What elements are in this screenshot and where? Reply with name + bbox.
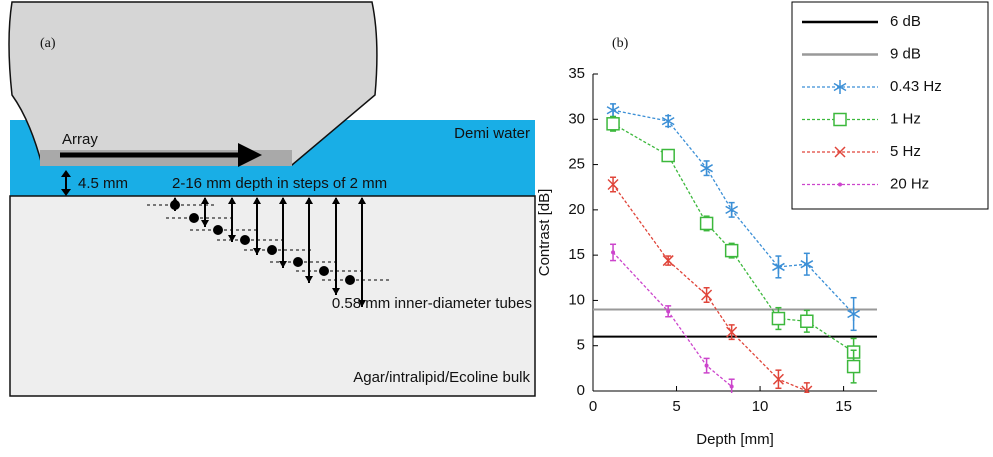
- tube: [346, 276, 355, 285]
- marker-square: [834, 114, 846, 126]
- marker: [701, 217, 713, 229]
- marker: [772, 313, 784, 325]
- tube: [320, 267, 329, 276]
- legend-label: 6 dB: [890, 13, 921, 30]
- x-tick-label: 15: [835, 398, 852, 415]
- marker-dot: [730, 384, 734, 388]
- marker: [607, 118, 619, 130]
- marker: [848, 361, 860, 373]
- y-tick-label: 25: [568, 156, 585, 173]
- marker: [838, 183, 842, 187]
- y-tick-label: 5: [577, 337, 585, 354]
- series-line: [613, 252, 732, 386]
- diagram: (a) Array Demi water 4.5 mm 2-16 mm dept…: [9, 2, 535, 396]
- panel-label: (a): [40, 36, 56, 51]
- marker-dot: [705, 364, 709, 368]
- marker-dot: [666, 309, 670, 313]
- legend-label: 5 Hz: [890, 143, 921, 160]
- tube: [294, 258, 303, 267]
- marker-square: [801, 315, 813, 327]
- marker-square: [772, 313, 784, 325]
- marker: [666, 309, 670, 313]
- marker: [705, 364, 709, 368]
- legend-label: 0.43 Hz: [890, 78, 942, 95]
- marker: [801, 315, 813, 327]
- marker-square: [726, 245, 738, 257]
- bulk-label: Agar/intralipid/Ecoline bulk: [353, 369, 530, 386]
- y-tick-label: 10: [568, 291, 585, 308]
- x-tick-label: 0: [589, 398, 597, 415]
- legend-label: 9 dB: [890, 45, 921, 62]
- panel-label: (b): [612, 36, 629, 51]
- y-tick-label: 0: [577, 382, 585, 399]
- marker: [607, 103, 619, 117]
- tube-label: 0.58 mm inner-diameter tubes: [332, 295, 532, 312]
- marker-square: [607, 118, 619, 130]
- y-axis-label: Contrast [dB]: [536, 189, 553, 277]
- x-axis-label: Depth [mm]: [696, 431, 774, 448]
- depth-label: 2-16 mm depth in steps of 2 mm: [172, 175, 387, 192]
- legend-label: 20 Hz: [890, 175, 929, 192]
- y-tick-label: 20: [568, 201, 585, 218]
- x-tick-label: 10: [752, 398, 769, 415]
- marker: [662, 150, 674, 162]
- tube: [241, 236, 250, 245]
- legend-label: 1 Hz: [890, 110, 921, 127]
- marker-dot: [611, 250, 615, 254]
- water-label: Demi water: [454, 125, 530, 142]
- marker-square: [848, 361, 860, 373]
- tube: [268, 246, 277, 255]
- x-tick-label: 5: [672, 398, 680, 415]
- y-tick-label: 30: [568, 110, 585, 127]
- gap-label: 4.5 mm: [78, 175, 128, 192]
- chart: 0 5 10 15 0 5 10 15 20 25 30 35 Depth [mm] Contrast […: [536, 2, 988, 448]
- marker-square: [662, 150, 674, 162]
- figure: (a) Array Demi water 4.5 mm 2-16 mm dept…: [0, 0, 993, 457]
- marker-square: [701, 217, 713, 229]
- marker: [801, 257, 813, 271]
- marker: [730, 384, 734, 388]
- marker: [611, 250, 615, 254]
- marker: [726, 245, 738, 257]
- tube: [214, 226, 223, 235]
- series-line: [613, 184, 807, 391]
- array-label: Array: [62, 131, 98, 148]
- marker: [834, 114, 846, 126]
- marker-dot: [838, 183, 842, 187]
- tube: [190, 214, 199, 223]
- y-tick-label: 15: [568, 246, 585, 263]
- y-tick-label: 35: [568, 65, 585, 82]
